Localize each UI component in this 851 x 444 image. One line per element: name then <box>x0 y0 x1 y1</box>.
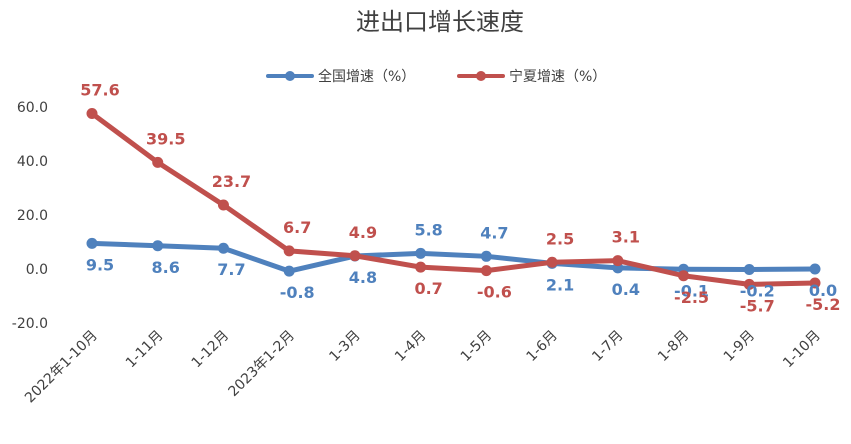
x-tick-label: 2022年1-10月 <box>22 328 101 407</box>
legend-label: 全国增速（%） <box>318 68 415 85</box>
legend-label: 宁夏增速（%） <box>509 68 606 85</box>
x-tick-label: 2023年1-2月 <box>226 328 298 400</box>
data-label: -0.6 <box>477 283 512 302</box>
data-label: 57.6 <box>80 80 119 99</box>
data-point <box>480 265 492 277</box>
data-point <box>217 242 229 254</box>
chart-title: 进出口增长速度 <box>356 8 524 36</box>
series-layer <box>86 107 821 290</box>
data-label: 5.8 <box>414 220 442 239</box>
x-tick-label: 1-10月 <box>780 328 824 372</box>
x-tick-label: 1-5月 <box>458 328 495 365</box>
data-label: 4.7 <box>480 223 508 242</box>
data-label: 8.6 <box>152 258 180 277</box>
legend-marker <box>285 71 295 81</box>
y-tick-label: 60.0 <box>17 100 48 116</box>
x-tick-label: 1-4月 <box>392 328 429 365</box>
x-tick-label: 1-12月 <box>189 328 233 372</box>
data-label: 0.4 <box>612 280 640 299</box>
data-point <box>152 240 164 252</box>
data-label: 4.8 <box>349 268 377 287</box>
data-label: -0.8 <box>280 283 315 302</box>
data-label: -5.2 <box>806 295 841 314</box>
data-point <box>612 255 624 267</box>
data-point <box>809 263 821 275</box>
y-axis: 60.0 40.0 20.0 0.0 -20.0 <box>12 100 48 332</box>
data-point <box>283 245 295 257</box>
data-label: -5.7 <box>740 296 775 315</box>
x-tick-label: 1-8月 <box>655 328 692 365</box>
x-tick-label: 1-7月 <box>589 328 626 365</box>
data-label: 2.5 <box>546 229 574 248</box>
data-point <box>415 247 427 259</box>
series-line <box>89 110 818 287</box>
data-label: 9.5 <box>86 255 114 274</box>
data-label: 7.7 <box>217 260 245 279</box>
data-label: -0.2 <box>740 282 775 301</box>
data-point <box>743 264 755 276</box>
data-point <box>217 199 229 211</box>
data-label: 23.7 <box>212 172 251 191</box>
data-point <box>152 156 164 168</box>
y-tick-label: 0.0 <box>26 262 48 278</box>
data-point <box>349 250 361 262</box>
data-label: 4.9 <box>349 223 377 242</box>
data-label: 0.7 <box>414 279 442 298</box>
data-point <box>678 270 690 282</box>
data-label: 6.7 <box>283 218 311 237</box>
data-label: 0.0 <box>809 281 837 300</box>
data-point <box>546 256 558 268</box>
legend-item: 宁夏增速（%） <box>457 68 606 85</box>
data-point <box>86 237 98 249</box>
data-label: -0.1 <box>674 281 709 300</box>
y-tick-label: 20.0 <box>17 208 48 224</box>
y-tick-label: 40.0 <box>17 154 48 170</box>
data-point <box>743 278 755 290</box>
x-tick-label: 1-9月 <box>721 328 758 365</box>
data-point <box>283 265 295 277</box>
legend: 全国增速（%） 宁夏增速（%） <box>266 68 606 85</box>
data-point <box>86 107 98 119</box>
x-tick-label: 1-6月 <box>524 328 561 365</box>
data-point <box>809 277 821 289</box>
data-label: 3.1 <box>612 228 640 247</box>
x-tick-label: 1-3月 <box>326 328 363 365</box>
series-line <box>89 240 818 274</box>
data-label: -2.5 <box>674 288 709 307</box>
data-label: 2.1 <box>546 275 574 294</box>
data-label: 39.5 <box>146 129 185 148</box>
legend-marker <box>476 71 486 81</box>
legend-item: 全国增速（%） <box>266 68 415 85</box>
y-tick-label: -20.0 <box>12 316 48 332</box>
data-labels: 9.5 8.6 7.7 -0.8 4.8 5.8 4.7 2.1 0.4 -0.1 -0.2 0.0 5… <box>80 80 840 315</box>
data-point <box>415 261 427 273</box>
series-1 <box>86 107 821 290</box>
data-point <box>480 250 492 262</box>
x-tick-label: 1-11月 <box>123 328 167 372</box>
